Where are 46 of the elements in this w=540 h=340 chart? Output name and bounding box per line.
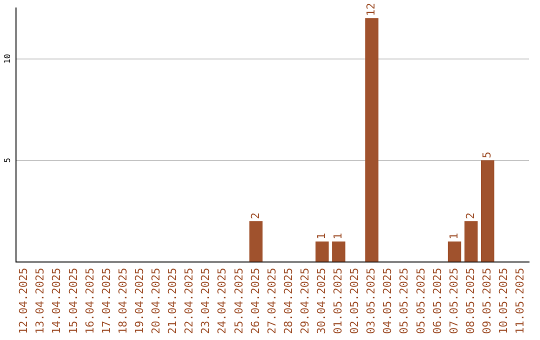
data-label: 2 xyxy=(248,212,262,220)
x-tick-label: 03.05.2025 xyxy=(364,268,378,334)
x-tick-label: 06.05.2025 xyxy=(430,268,444,334)
y-tick-label: 10 xyxy=(3,54,12,64)
x-tick-label: 05.05.2025 xyxy=(398,268,411,334)
x-tick-label: 09.05.2025 xyxy=(480,268,494,334)
data-label: 1 xyxy=(315,232,328,240)
x-tick-label: 12.04.2025 xyxy=(17,268,30,334)
x-tick-label: 27.04.2025 xyxy=(265,268,278,334)
x-tick-label: 14.04.2025 xyxy=(50,268,64,334)
bar xyxy=(481,160,494,262)
x-tick-label: 29.04.2025 xyxy=(298,268,312,334)
x-tick-label: 01.05.2025 xyxy=(332,268,345,334)
x-tick-label: 19.04.2025 xyxy=(132,268,146,334)
data-label: 5 xyxy=(480,152,494,158)
x-tick-label: 28.04.2025 xyxy=(282,268,295,334)
x-tick-label: 24.04.2025 xyxy=(216,268,229,334)
bar xyxy=(365,18,378,262)
x-tick-label: 15.04.2025 xyxy=(66,268,80,334)
x-tick-label: 23.04.2025 xyxy=(199,268,212,334)
bar xyxy=(316,241,329,262)
data-label: 1 xyxy=(447,232,460,240)
data-label: 12 xyxy=(364,2,378,16)
data-label: 1 xyxy=(332,232,345,240)
bar xyxy=(464,221,478,262)
x-tick-label: 04.05.2025 xyxy=(381,268,394,334)
x-tick-label: 11.05.2025 xyxy=(514,268,527,334)
x-tick-label: 08.05.2025 xyxy=(464,268,477,334)
x-tick-label: 30.04.2025 xyxy=(315,268,328,334)
x-tick-label: 17.04.2025 xyxy=(100,268,113,334)
x-tick-label: 21.04.2025 xyxy=(166,268,180,334)
data-label: 2 xyxy=(464,212,477,220)
x-tick-label: 26.04.2025 xyxy=(248,268,262,334)
x-tick-label: 02.05.2025 xyxy=(348,268,362,334)
x-tick-label: 25.04.2025 xyxy=(232,268,246,334)
x-tick-label: 20.04.2025 xyxy=(150,268,163,334)
x-tick-label: 22.04.2025 xyxy=(182,268,196,334)
bar xyxy=(332,241,346,262)
x-tick-label: 05.05.2025 xyxy=(414,268,428,334)
x-tick-label: 18.04.2025 xyxy=(116,268,130,334)
bar xyxy=(249,221,263,262)
x-tick-label: 13.04.2025 xyxy=(34,268,47,334)
x-tick-label: 16.04.2025 xyxy=(83,268,96,334)
x-tick-label: 07.05.2025 xyxy=(447,268,460,334)
x-tick-label: 10.05.2025 xyxy=(497,268,510,334)
bar xyxy=(448,241,462,262)
